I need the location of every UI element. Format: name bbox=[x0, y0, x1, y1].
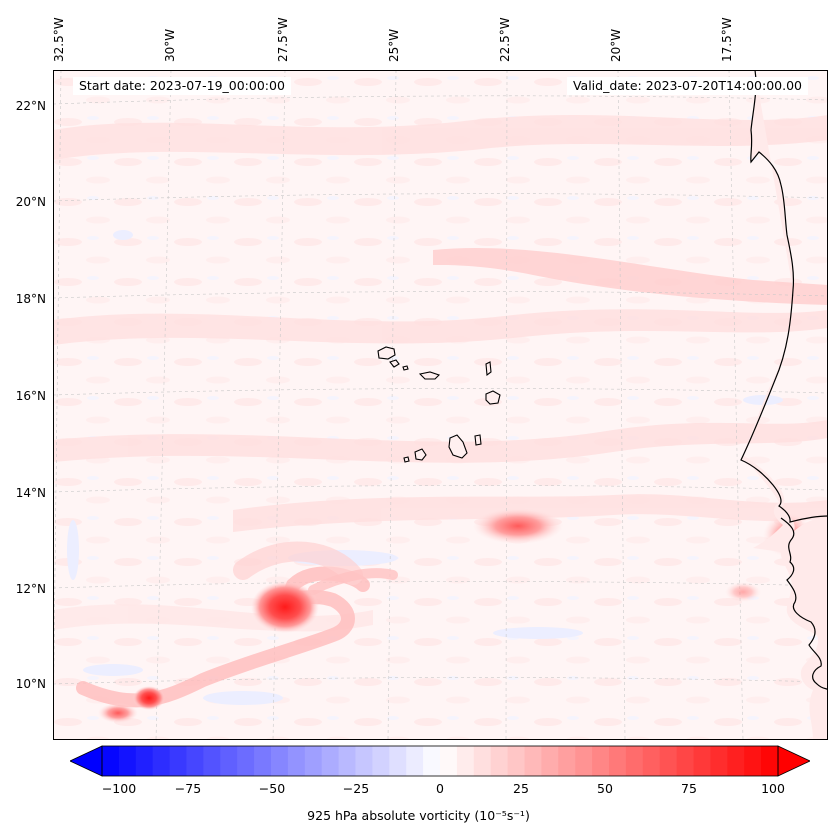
colorbar-cell bbox=[541, 746, 559, 776]
colorbar-cell bbox=[676, 746, 694, 776]
colorbar-tick-25: 25 bbox=[513, 781, 529, 796]
lat-label-20n: 20°N bbox=[15, 195, 46, 209]
colorbar-cell bbox=[355, 746, 373, 776]
vortex-coastal-2 bbox=[725, 582, 761, 602]
colorbar-cell bbox=[507, 746, 525, 776]
colorbar-cell bbox=[524, 746, 542, 776]
africa-land bbox=[741, 70, 828, 740]
colorbar-cell bbox=[321, 746, 340, 776]
colorbar-svg bbox=[69, 745, 811, 777]
island-sal bbox=[485, 361, 492, 377]
colorbar-cell bbox=[406, 746, 424, 776]
vortex-center-sw-1 bbox=[133, 686, 165, 710]
colorbar-cell bbox=[592, 746, 610, 776]
island-boa-vista bbox=[485, 390, 501, 405]
lat-label-22n: 22°N bbox=[15, 99, 46, 113]
colorbar-label: 925 hPa absolute vorticity (10⁻⁵s⁻¹) bbox=[307, 808, 530, 823]
colorbar-extend-min bbox=[69, 745, 103, 777]
colorbar-tick-minus-75: −75 bbox=[174, 781, 202, 796]
vortex-center-main bbox=[251, 581, 319, 633]
map-canvas bbox=[52, 69, 829, 741]
map-frame bbox=[53, 70, 828, 740]
colorbar-extend-max bbox=[777, 745, 811, 777]
lon-label-27-5w: 27.5°W bbox=[276, 17, 290, 62]
valid-date-label: Valid_date: 2023-07-20T14:00:00.00 bbox=[566, 77, 808, 95]
lon-label-25w: 25°W bbox=[387, 28, 401, 62]
cape-verde-islands bbox=[377, 346, 501, 463]
colorbar bbox=[69, 745, 811, 777]
africa-coastline bbox=[740, 69, 829, 691]
colorbar-tick-minus-25: −25 bbox=[342, 781, 370, 796]
island-sao-vicente bbox=[389, 359, 400, 368]
colorbar-cell bbox=[389, 746, 407, 776]
colorbar-cell bbox=[220, 746, 238, 776]
colorbar-cell bbox=[490, 746, 509, 776]
colorbar-cell bbox=[440, 746, 458, 776]
colorbar-cell bbox=[372, 746, 390, 776]
island-brava bbox=[403, 456, 410, 463]
lat-label-18n: 18°N bbox=[15, 292, 46, 306]
colorbar-cell bbox=[625, 746, 644, 776]
lon-label-32-5w: 32.5°W bbox=[52, 17, 66, 62]
colorbar-cell bbox=[575, 746, 593, 776]
island-fogo bbox=[414, 448, 427, 461]
lon-label-17-5w: 17.5°W bbox=[720, 17, 734, 62]
colorbar-cell bbox=[659, 746, 678, 776]
colorbar-cell bbox=[642, 746, 661, 776]
island-sao-nicolau bbox=[418, 371, 441, 380]
lat-label-16n: 16°N bbox=[15, 389, 46, 403]
colorbar-cell bbox=[727, 746, 745, 776]
colorbar-cell bbox=[761, 746, 779, 776]
colorbar-cell bbox=[186, 746, 204, 776]
colorbar-cell bbox=[152, 746, 171, 776]
colorbar-tick-minus-100: −100 bbox=[101, 781, 137, 796]
colorbar-cell bbox=[169, 746, 187, 776]
vorticity-map[interactable] bbox=[52, 69, 829, 741]
colorbar-cell bbox=[254, 746, 272, 776]
colorbar-tick-50: 50 bbox=[597, 781, 613, 796]
colorbar-cell bbox=[558, 746, 576, 776]
lat-label-14n: 14°N bbox=[15, 486, 46, 500]
colorbar-cell bbox=[609, 746, 627, 776]
colorbar-cells bbox=[102, 746, 779, 776]
colorbar-cell bbox=[287, 746, 306, 776]
colorbar-tick-minus-50: −50 bbox=[258, 781, 286, 796]
lat-label-12n: 12°N bbox=[15, 582, 46, 596]
colorbar-cell bbox=[102, 746, 120, 776]
colorbar-cell bbox=[423, 746, 441, 776]
vorticity-texture bbox=[53, 70, 828, 740]
colorbar-cell bbox=[118, 746, 137, 776]
lon-label-30w: 30°W bbox=[163, 28, 177, 62]
colorbar-cell bbox=[710, 746, 728, 776]
colorbar-tick-0: 0 bbox=[436, 781, 444, 796]
colorbar-tick-100: 100 bbox=[761, 781, 785, 796]
colorbar-cell bbox=[135, 746, 154, 776]
lon-label-20w: 20°W bbox=[609, 28, 623, 62]
island-santiago bbox=[448, 434, 468, 459]
colorbar-cell bbox=[237, 746, 255, 776]
vortex-center-east bbox=[473, 508, 563, 544]
colorbar-cell bbox=[338, 746, 356, 776]
lat-label-10n: 10°N bbox=[15, 677, 46, 691]
vortex-center-sw-2 bbox=[98, 703, 138, 723]
colorbar-tick-75: 75 bbox=[681, 781, 697, 796]
colorbar-cell bbox=[693, 746, 711, 776]
colorbar-cell bbox=[203, 746, 221, 776]
island-santo-antao bbox=[377, 346, 396, 360]
island-maio bbox=[474, 434, 482, 446]
colorbar-cell bbox=[744, 746, 762, 776]
vorticity-filament-sw bbox=[76, 541, 398, 708]
vorticity-bands bbox=[53, 115, 828, 632]
start-date-label: Start date: 2023-07-19_00:00:00 bbox=[73, 77, 291, 95]
colorbar-cell bbox=[271, 746, 289, 776]
colorbar-cell bbox=[456, 746, 475, 776]
colorbar-outline bbox=[101, 745, 779, 777]
island-santa-luzia bbox=[402, 365, 409, 371]
colorbar-cell bbox=[473, 746, 492, 776]
lon-label-22-5w: 22.5°W bbox=[498, 17, 512, 62]
colorbar-cell bbox=[304, 746, 323, 776]
